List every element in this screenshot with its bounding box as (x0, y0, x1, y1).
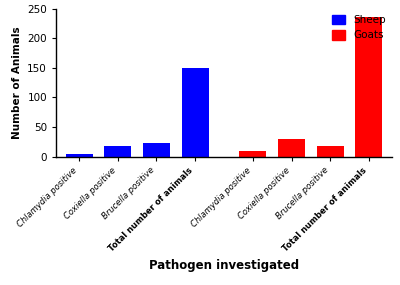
Bar (240, 151, 266, 157)
Bar (317, 146, 344, 157)
X-axis label: Pathogen investigated: Pathogen investigated (149, 259, 299, 272)
Bar (104, 146, 131, 157)
Bar (278, 139, 305, 157)
Bar (355, 17, 382, 157)
Bar (143, 142, 170, 157)
Bar (66, 154, 93, 157)
Y-axis label: Number of Animals: Number of Animals (12, 26, 22, 139)
Legend: Sheep, Goats: Sheep, Goats (328, 11, 390, 45)
Bar (182, 68, 208, 157)
